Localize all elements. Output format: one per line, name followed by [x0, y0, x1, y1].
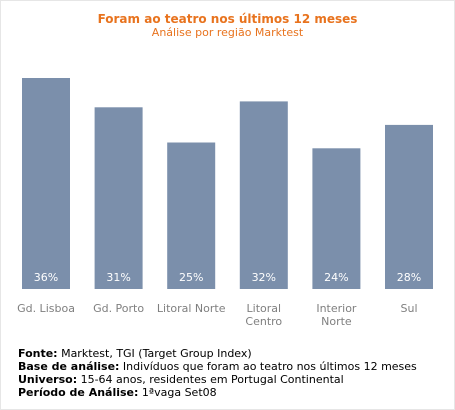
bar-value-label-3: 32% — [252, 271, 276, 284]
bar-3 — [239, 101, 288, 290]
chart-notes: Fonte: Marktest, TGI (Target Group Index… — [18, 347, 417, 399]
note-source: Fonte: Marktest, TGI (Target Group Index… — [18, 347, 252, 360]
bar-chart: 36% Gd. Lisboa 31% Gd. Porto 25% Litoral Nort… — [17, 78, 433, 328]
bar-5 — [385, 124, 433, 290]
bar-value-label-2: 25% — [179, 271, 203, 284]
bar-1 — [94, 107, 143, 289]
note-period: Período de Análise: 1ªvaga Set08 — [18, 386, 217, 399]
category-label-2: Litoral Norte — [157, 302, 226, 315]
category-label-1: Gd. Porto — [93, 302, 144, 315]
category-label-3: Litoral Centro — [245, 302, 282, 328]
category-label-5: Sul — [400, 302, 417, 315]
note-base: Base de análise: Indivíduos que foram ao… — [18, 360, 417, 373]
bar-4 — [312, 148, 361, 289]
category-label-0: Gd. Lisboa — [17, 302, 75, 315]
bar-2 — [167, 142, 216, 289]
category-label-4: Interior Norte — [316, 302, 357, 328]
chart-subtitle: Análise por região Marktest — [151, 26, 304, 39]
bar-value-label-5: 28% — [397, 271, 421, 284]
bar-value-label-4: 24% — [324, 271, 348, 284]
bar-value-label-1: 31% — [106, 271, 130, 284]
bar-value-label-0: 36% — [34, 271, 58, 284]
note-universe: Universo: 15-64 anos, residentes em Port… — [18, 373, 344, 386]
bar-0 — [22, 78, 70, 289]
chart-title: Foram ao teatro nos últimos 12 meses — [97, 12, 358, 26]
